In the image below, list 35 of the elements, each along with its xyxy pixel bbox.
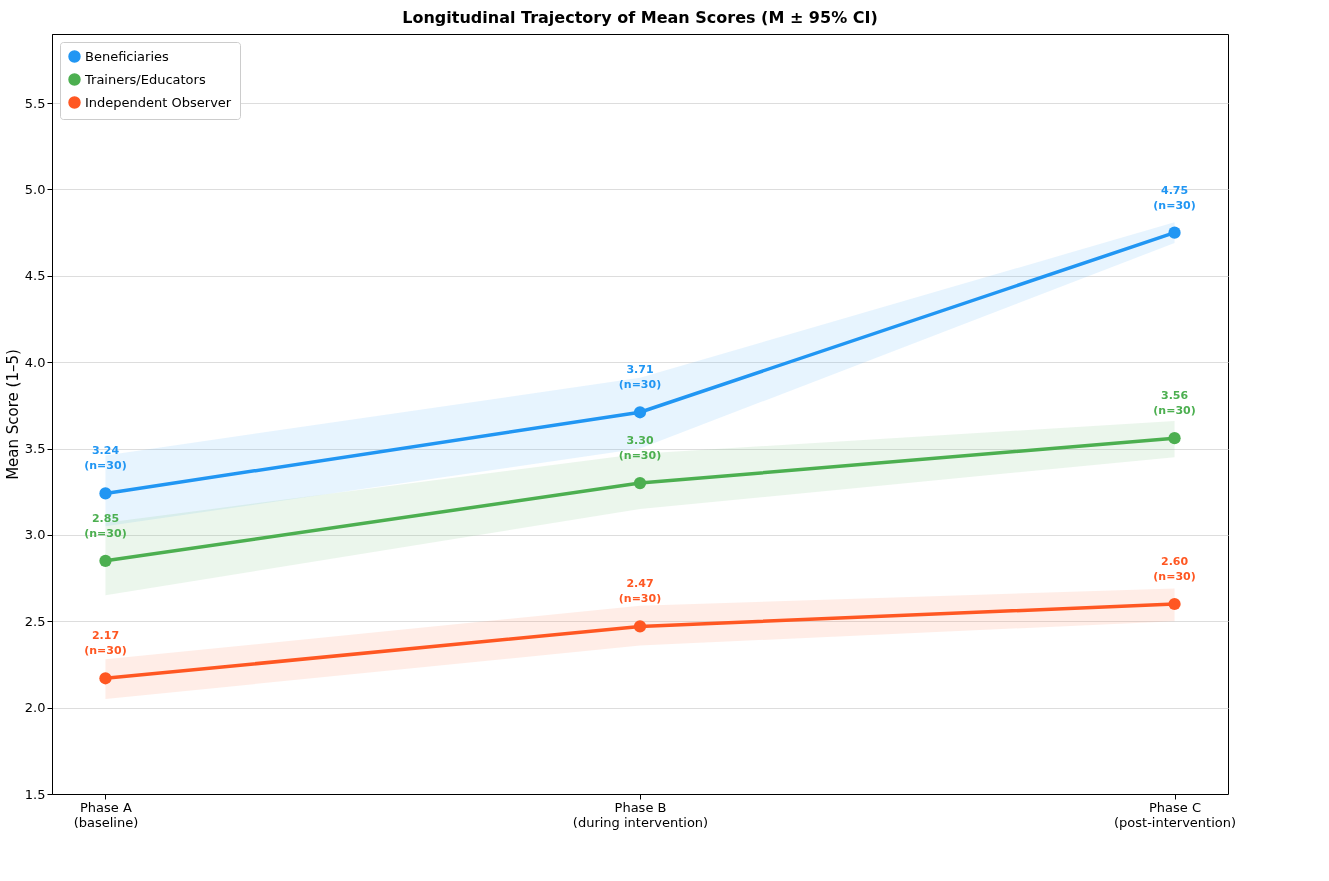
x-tick-label: Phase B (during intervention) [572,799,709,830]
data-label: 2.85 (n=30) [84,511,127,540]
y-axis-title: Mean Score (1–5) [3,349,22,480]
point [633,620,647,633]
x-tick-label: Phase C (post-intervention) [1114,799,1237,830]
y-tick-label: 3.5 [24,441,46,457]
y-tick-label: 2.5 [24,613,46,629]
data-label: 4.75 (n=30) [1153,183,1196,212]
data-label: 3.24 (n=30) [84,444,127,473]
y-tick-label: 3.0 [24,527,46,543]
y-tick-label: 4.5 [24,268,46,284]
data-label: 2.17 (n=30) [84,629,127,658]
y-tick-label: 5.0 [24,181,46,197]
legend-label: Beneficiaries [85,48,170,64]
data-label: 2.60 (n=30) [1153,555,1196,583]
y-tick-label: 2.0 [24,700,46,716]
data-label: 3.56 (n=30) [1153,389,1196,418]
point [1168,226,1181,239]
legend-label: Independent Observer [85,94,232,110]
point [633,406,647,419]
legend-label: Trainers/Educators [84,71,206,87]
point [99,487,112,500]
y-tick-label: 5.5 [24,95,46,111]
x-tick-label: Phase A (baseline) [73,799,139,830]
point [99,672,112,685]
point [633,476,647,490]
chart-title: Longitudinal Trajectory of Mean Scores (M ± 95% CI) [402,8,878,27]
data-label: 3.71 (n=30) [618,363,662,392]
data-label: 3.30 (n=30) [618,434,662,463]
y-tick-label: 1.5 [24,786,46,802]
y-tick-label: 4.0 [24,354,46,370]
point [99,554,112,567]
point [1168,432,1181,445]
point [1168,597,1181,611]
data-label: 2.47 (n=30) [618,577,662,606]
